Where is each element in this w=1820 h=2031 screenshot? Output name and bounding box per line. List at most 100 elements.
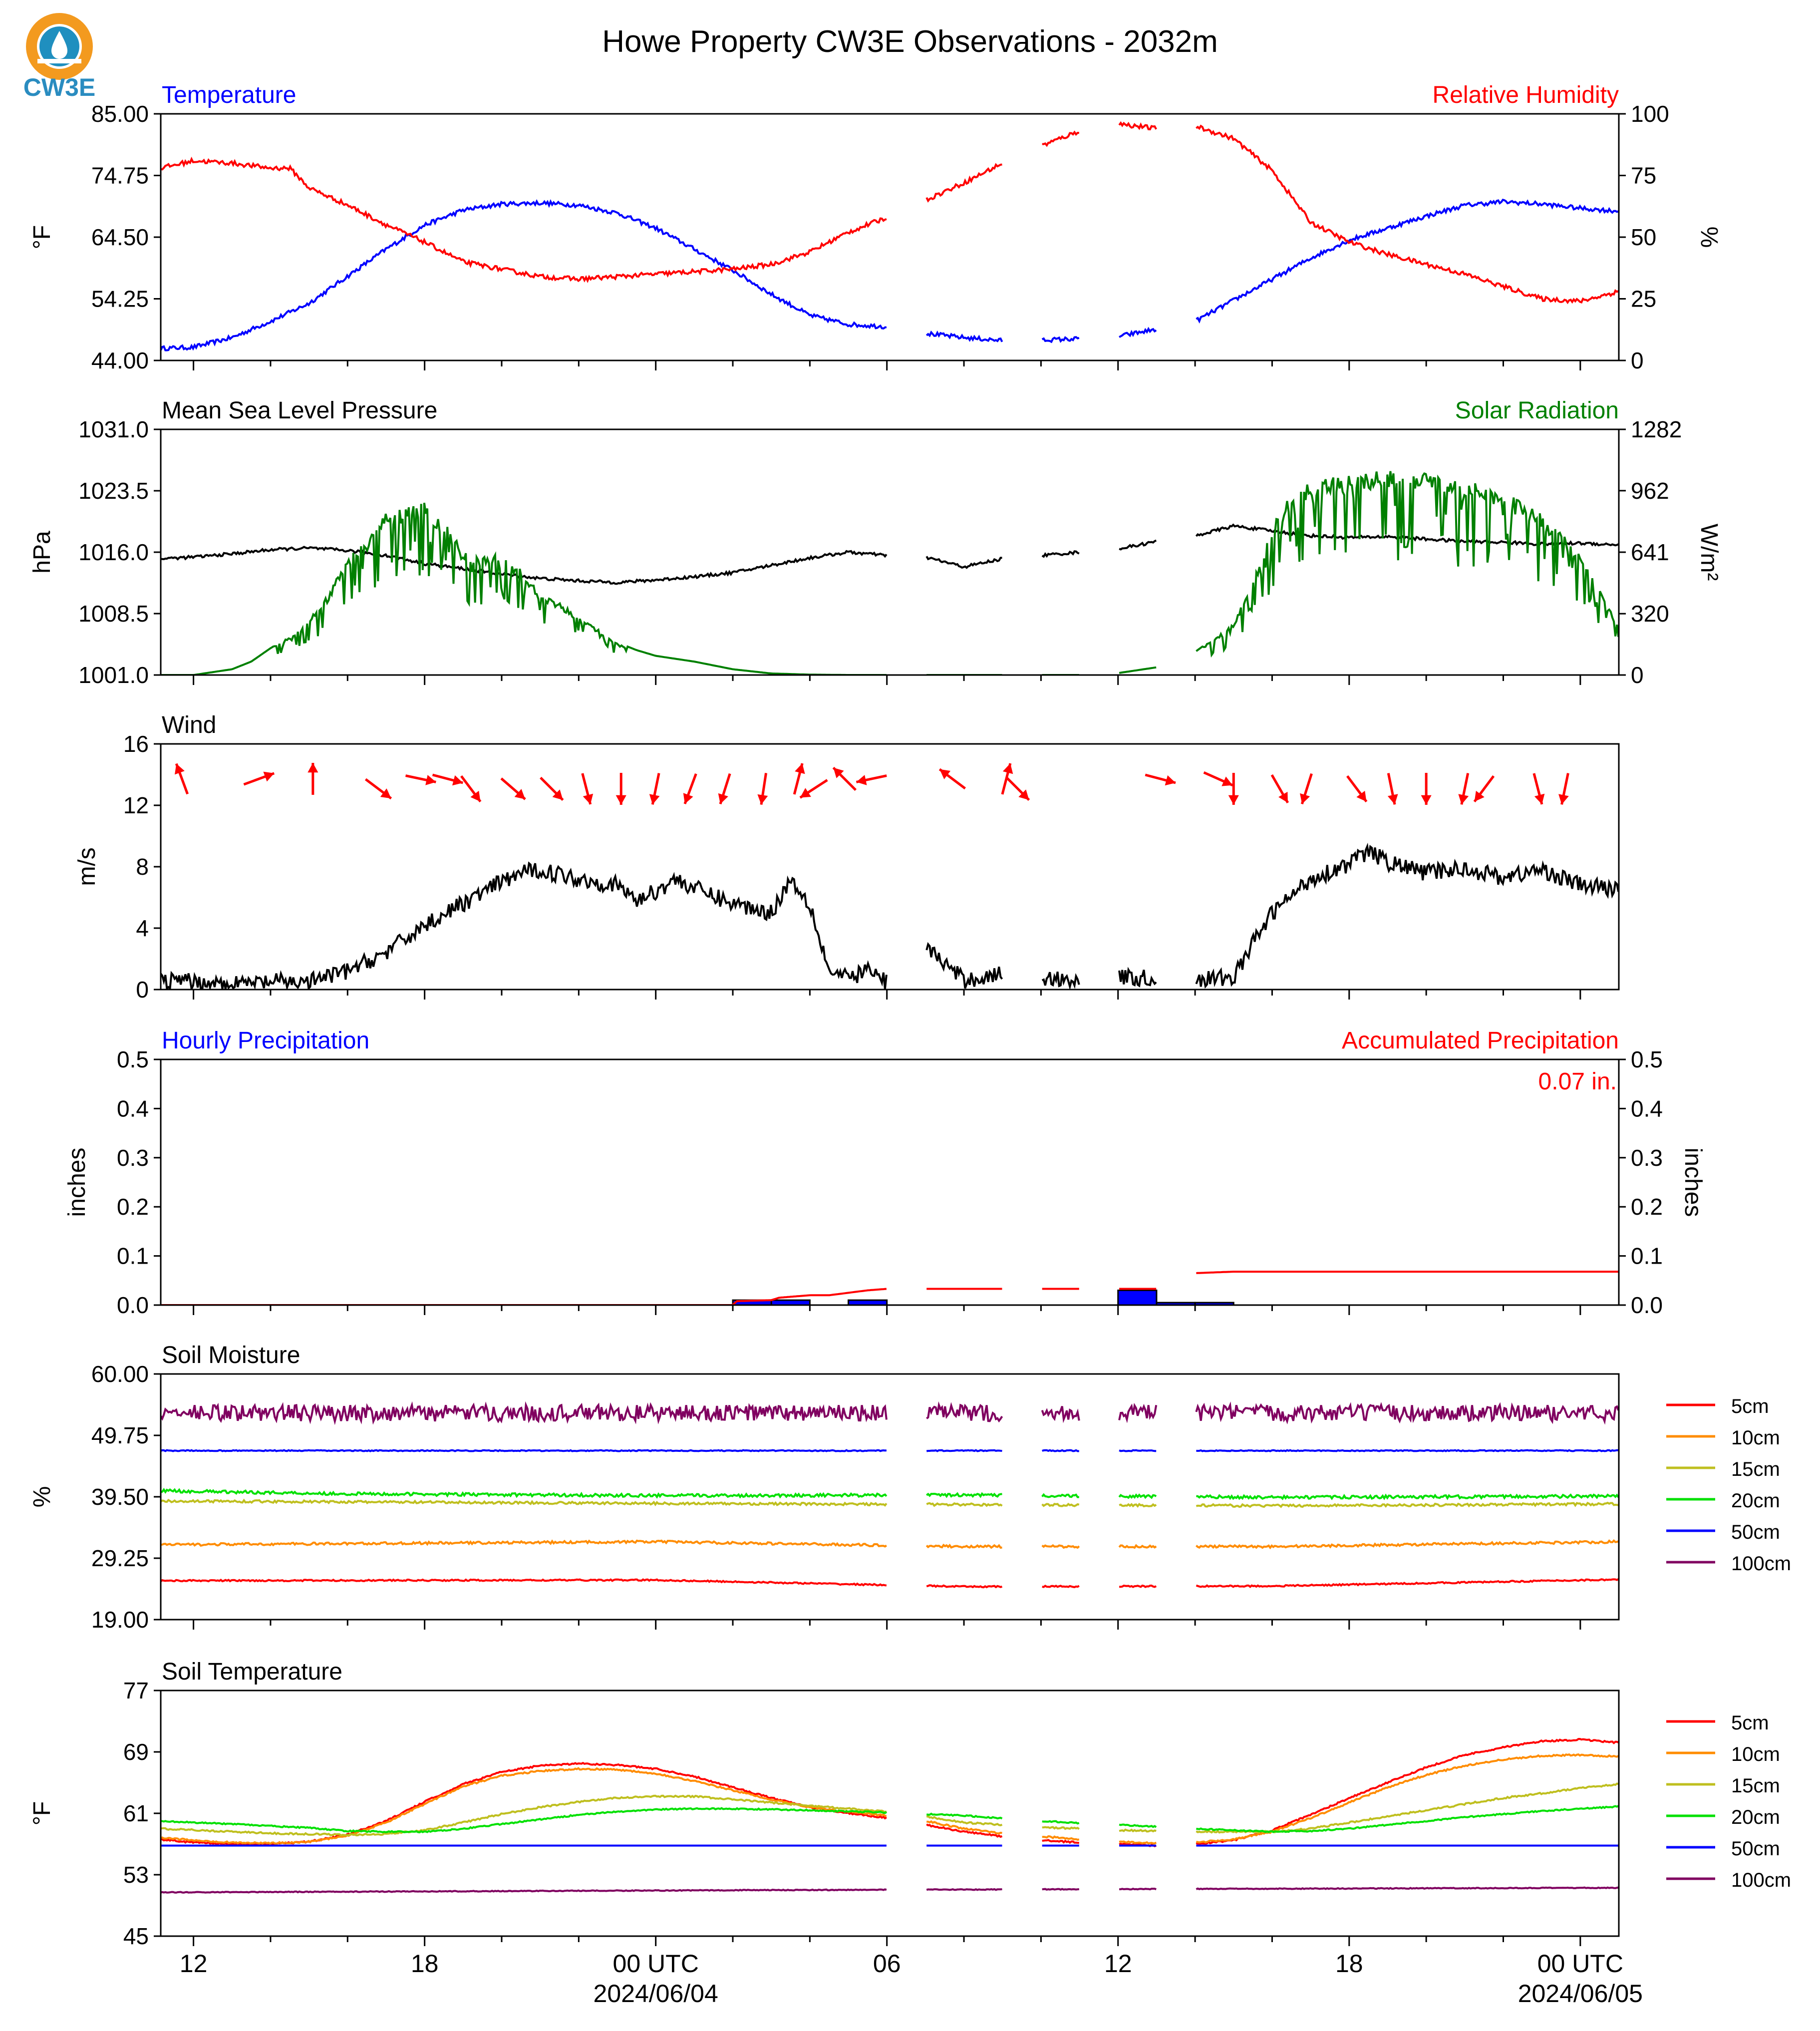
wind-arrow-head xyxy=(425,775,436,785)
x-tick-label: 00 UTC xyxy=(613,1950,699,1978)
wind-arrow-head xyxy=(649,794,660,805)
wind-arrow-head xyxy=(1165,775,1176,786)
wind-arrow-head xyxy=(683,793,693,804)
wind-title-left: Wind xyxy=(162,712,216,738)
legend-label: 20cm xyxy=(1731,1806,1780,1828)
soil_moisture-legend: 5cm 10cm 15cm 20cm 50cm 100cm xyxy=(1666,1395,1791,1575)
temperature_humidity-series-line xyxy=(161,121,1619,305)
legend-label: 50cm xyxy=(1731,1838,1780,1860)
y-tick-label-left: 74.75 xyxy=(91,163,149,189)
wind-arrow-head xyxy=(307,763,318,773)
pressure_solar-title-left: Mean Sea Level Pressure xyxy=(162,397,437,424)
5cm-soil_temperature-series-line xyxy=(161,1737,1619,1847)
wind-arrow-head xyxy=(1221,776,1233,786)
wind-arrow-head xyxy=(1002,763,1013,774)
y-tick-label-right: 1282 xyxy=(1631,416,1682,442)
15cm-soil_moisture-series-line xyxy=(161,1498,1619,1508)
precip-total-label: 0.07 in. xyxy=(1538,1068,1617,1095)
100cm-soil_temperature-series-line xyxy=(161,1886,1619,1894)
y-tick-label-right: 0.3 xyxy=(1631,1145,1663,1171)
wind-panel: 0 4 8 12 16 Wind m/s xyxy=(74,712,1620,1003)
y-tick-label-right: 25 xyxy=(1631,286,1656,312)
wind-arrow-head xyxy=(1387,794,1398,805)
logo-text: CW3E xyxy=(23,73,95,101)
wind-arrow-head xyxy=(380,788,391,799)
y-tick-label-left: 64.50 xyxy=(91,224,149,250)
soil_temperature-panel: 45 53 61 69 77 Soil Temperature °F 5cm 10cm 15cm 2… xyxy=(29,1659,1791,1949)
15cm-soil_temperature-series-line xyxy=(161,1782,1619,1837)
temperature_humidity-ylabel-left: °F xyxy=(29,225,55,250)
wind-arrow-head xyxy=(1474,790,1485,802)
wind-arrow-head xyxy=(175,763,185,775)
y-tick-label-right: 0.4 xyxy=(1631,1095,1663,1121)
x-date-label: 2024/06/05 xyxy=(1518,1980,1643,2008)
y-tick-label-left: 0.5 xyxy=(117,1046,149,1072)
y-tick-label-left: 29.25 xyxy=(91,1545,149,1571)
legend-label: 20cm xyxy=(1731,1490,1780,1512)
wind-arrow-head xyxy=(1018,789,1029,800)
y-tick-label-left: 0.0 xyxy=(117,1292,149,1318)
y-tick-label-left: 54.25 xyxy=(91,286,149,312)
legend-label: 10cm xyxy=(1731,1743,1780,1765)
y-tick-label-right: 0 xyxy=(1631,662,1644,688)
wind-arrow-head xyxy=(1228,795,1239,805)
wind-arrow-head xyxy=(1300,793,1310,804)
cw3e-logo: CW3E xyxy=(23,13,95,101)
legend-label: 50cm xyxy=(1731,1521,1780,1543)
y-tick-label-left: 4 xyxy=(136,915,149,941)
legend-label: 100cm xyxy=(1731,1869,1791,1891)
wind-arrow-head xyxy=(1534,793,1545,805)
y-tick-label-right: 0.5 xyxy=(1631,1046,1663,1072)
wind-arrow-head xyxy=(856,775,867,785)
pressure_solar-ylabel-left: hPa xyxy=(29,531,55,574)
logo-drop-icon xyxy=(51,31,67,59)
y-tick-label-left: 1031.0 xyxy=(78,416,149,442)
x-date-label: 2024/06/04 xyxy=(594,1980,718,2008)
y-tick-label-left: 85.00 xyxy=(91,101,149,127)
soil_temperature-ylabel-left: °F xyxy=(29,1801,55,1826)
logo-sun-ring xyxy=(26,13,93,80)
precipitation-panel: 0.0 0.1 0.2 0.3 0.4 0.5 0.0 0.1 0.2 0.3 0.4 0.5 Hour… xyxy=(64,1027,1706,1318)
y-tick-label-left: 69 xyxy=(123,1739,149,1765)
y-tick-label-right: 50 xyxy=(1631,224,1656,250)
precipitation-title-left: Hourly Precipitation xyxy=(162,1027,369,1054)
wind-arrow-head xyxy=(552,789,563,800)
precipitation-ylabel-left: inches xyxy=(64,1148,90,1217)
wind-arrow-head xyxy=(800,788,811,798)
wind-arrow-head xyxy=(1558,794,1569,805)
y-tick-label-right: 0.1 xyxy=(1631,1243,1663,1269)
x-tick-label: 18 xyxy=(411,1950,439,1978)
soil_moisture-title-left: Soil Moisture xyxy=(162,1342,300,1368)
wind-arrow-head xyxy=(514,789,526,799)
wind-arrow-head xyxy=(263,771,275,782)
y-tick-label-left: 1001.0 xyxy=(78,662,149,688)
y-tick-label-left: 53 xyxy=(123,1862,149,1888)
legend-label: 15cm xyxy=(1731,1775,1780,1797)
precipitation-title-right: Accumulated Precipitation xyxy=(1342,1027,1619,1054)
y-tick-label-left: 0.1 xyxy=(117,1243,149,1269)
y-tick-label-right: 320 xyxy=(1631,601,1669,627)
20cm-soil_moisture-series-line xyxy=(161,1488,1619,1500)
soil_moisture-ylabel-left: % xyxy=(29,1486,55,1508)
y-tick-label-right: 962 xyxy=(1631,478,1669,504)
temperature_humidity-panel: 44.00 54.25 64.50 74.75 85.00 0 25 50 75 100 Tempe… xyxy=(29,82,1722,373)
legend-label: 100cm xyxy=(1731,1553,1791,1575)
wind-arrow-head xyxy=(615,795,626,805)
100cm-soil_moisture-series-line xyxy=(161,1401,1619,1425)
wind-arrow-head xyxy=(583,793,594,805)
wind-arrow-head xyxy=(795,763,805,774)
y-tick-label-left: 77 xyxy=(123,1678,149,1703)
y-tick-label-left: 1008.5 xyxy=(78,601,149,627)
temperature_humidity-title-right: Relative Humidity xyxy=(1433,82,1619,108)
y-tick-label-left: 0.3 xyxy=(117,1145,149,1171)
figure-title: Howe Property CW3E Observations - 2032m xyxy=(602,24,1218,59)
wind-arrow-head xyxy=(470,790,481,802)
x-tick-label: 12 xyxy=(180,1950,208,1978)
x-tick-label: 00 UTC xyxy=(1537,1950,1623,1978)
50cm-soil_moisture-series-line xyxy=(161,1449,1619,1452)
legend-label: 5cm xyxy=(1731,1395,1769,1417)
wind-arrow-head xyxy=(1421,795,1432,805)
wind-arrow-head xyxy=(939,769,951,779)
